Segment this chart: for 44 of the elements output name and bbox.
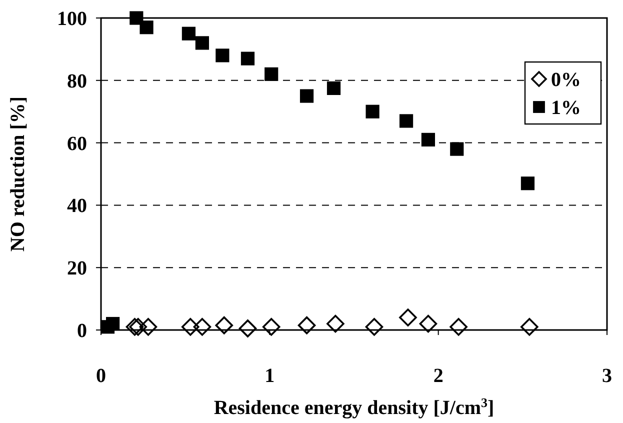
point (126, 318, 144, 336)
point (365, 318, 384, 336)
point (181, 318, 200, 336)
point (298, 316, 316, 334)
point (450, 318, 468, 336)
x-tick-label: 0 (96, 365, 106, 387)
y-tick-label: 20 (67, 258, 87, 280)
y-tick-label: 100 (57, 8, 87, 30)
point (238, 320, 257, 338)
y-tick-label: 0 (77, 320, 87, 342)
x-tick-label: 1 (264, 365, 275, 387)
point (262, 318, 280, 336)
point (399, 308, 417, 326)
point (140, 20, 154, 34)
x-tick-label: 2 (433, 365, 444, 387)
point (130, 11, 144, 25)
point (215, 316, 234, 334)
point (129, 318, 148, 336)
point (326, 314, 344, 333)
x-tick-label: 3 (602, 365, 612, 387)
point (139, 318, 158, 336)
point (216, 48, 230, 62)
point (421, 132, 436, 146)
y-tick-label: 80 (67, 70, 87, 92)
point (419, 314, 438, 333)
point (182, 26, 196, 40)
point (300, 89, 314, 103)
point (264, 67, 278, 81)
point (193, 318, 212, 336)
point (520, 318, 538, 336)
legend-label: 1% (551, 97, 581, 119)
legend-label: 0% (551, 69, 581, 91)
point (106, 316, 120, 331)
point (240, 52, 255, 66)
y-tick-label: 60 (67, 132, 87, 155)
point (520, 176, 535, 190)
x-axis-title: Residence energy density [J/cm$^{3}$] (214, 394, 494, 419)
point (399, 114, 414, 128)
point (366, 104, 380, 118)
y-tick-label: 40 (67, 195, 87, 218)
point (326, 81, 341, 95)
point (450, 142, 464, 156)
point (195, 36, 209, 50)
y-axis-title: NO reduction [%] (7, 96, 29, 252)
